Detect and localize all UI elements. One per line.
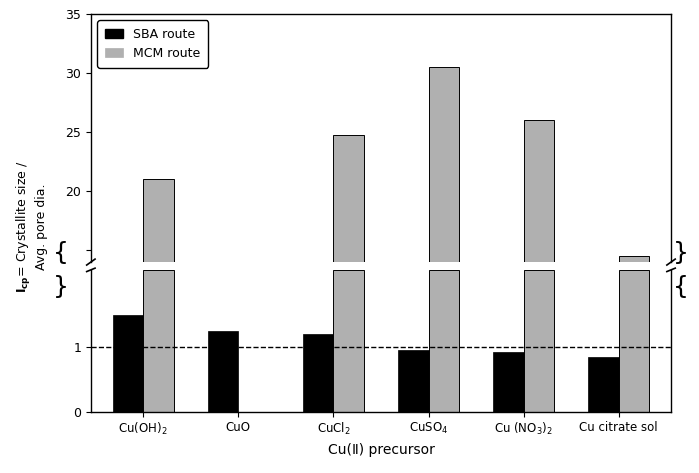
Text: }: } bbox=[52, 275, 69, 299]
Bar bbox=[524, 270, 554, 412]
Text: }: } bbox=[673, 241, 689, 265]
Bar bbox=[619, 270, 649, 412]
Bar bbox=[589, 357, 619, 412]
Bar bbox=[113, 315, 143, 412]
Text: {: { bbox=[673, 275, 689, 299]
Bar bbox=[524, 121, 554, 262]
Bar bbox=[333, 270, 364, 412]
Bar bbox=[428, 67, 459, 262]
Bar bbox=[333, 135, 364, 262]
Bar bbox=[143, 270, 173, 412]
X-axis label: Cu(Ⅱ) precursor: Cu(Ⅱ) precursor bbox=[328, 443, 434, 457]
Bar bbox=[493, 351, 524, 412]
Bar bbox=[143, 179, 173, 262]
Bar bbox=[303, 334, 333, 412]
Bar bbox=[208, 331, 238, 412]
Bar bbox=[619, 256, 649, 262]
Text: $\mathbf{I_{cp}}$= Crystallite size /
Avg. pore dia.: $\mathbf{I_{cp}}$= Crystallite size / Av… bbox=[15, 161, 48, 293]
Legend: SBA route, MCM route: SBA route, MCM route bbox=[97, 20, 208, 68]
Bar bbox=[428, 270, 459, 412]
Bar bbox=[398, 350, 428, 412]
Text: {: { bbox=[52, 241, 69, 265]
